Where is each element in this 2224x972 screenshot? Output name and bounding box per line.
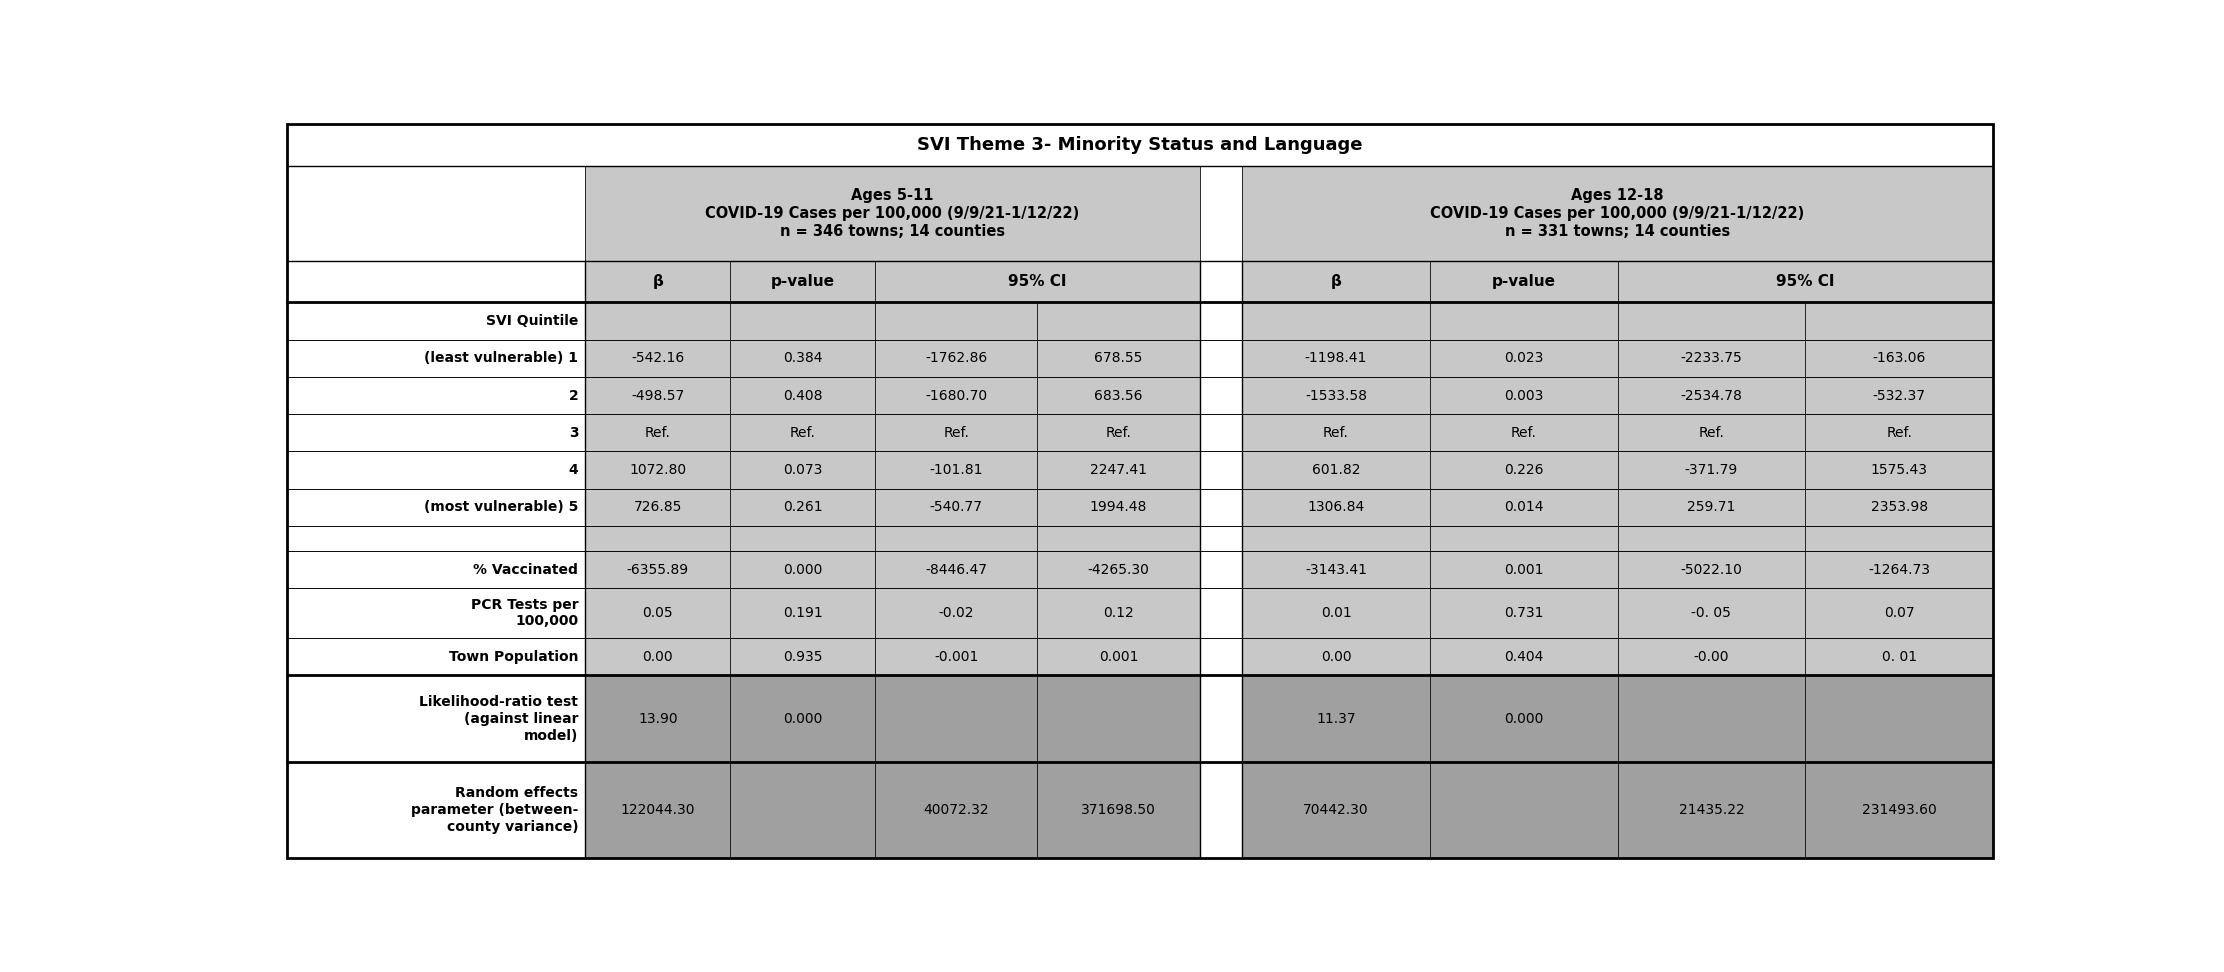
Text: -4265.30: -4265.30 <box>1088 563 1150 576</box>
Bar <box>1243 489 1430 526</box>
Text: Ref.: Ref. <box>1323 426 1350 440</box>
Bar <box>1806 302 1993 339</box>
Bar <box>1806 762 1993 857</box>
Bar <box>1036 676 1199 762</box>
Text: 95% CI: 95% CI <box>1007 274 1068 289</box>
Bar <box>287 165 585 260</box>
Bar <box>1617 302 1806 339</box>
Text: -3143.41: -3143.41 <box>1305 563 1368 576</box>
Bar <box>1617 377 1806 414</box>
Bar <box>1430 377 1617 414</box>
Text: -0.02: -0.02 <box>939 607 974 620</box>
Text: -1680.70: -1680.70 <box>925 389 987 402</box>
Text: (least vulnerable) 1: (least vulnerable) 1 <box>425 351 578 365</box>
Bar <box>876 638 1036 676</box>
Text: β: β <box>1330 274 1341 289</box>
Bar <box>1243 588 1430 638</box>
Text: -2233.75: -2233.75 <box>1681 351 1741 365</box>
Bar <box>1806 451 1993 489</box>
Text: 0.00: 0.00 <box>1321 649 1352 664</box>
Text: SVI Quintile: SVI Quintile <box>487 314 578 328</box>
Bar <box>1806 588 1993 638</box>
Bar <box>1430 451 1617 489</box>
Text: Ref.: Ref. <box>943 426 970 440</box>
Bar <box>1617 588 1806 638</box>
Text: 0.014: 0.014 <box>1503 501 1543 514</box>
Bar <box>585 526 729 551</box>
Bar <box>585 260 729 302</box>
Bar <box>585 551 729 588</box>
Text: 726.85: 726.85 <box>634 501 683 514</box>
Bar <box>1036 551 1199 588</box>
Text: -6355.89: -6355.89 <box>627 563 689 576</box>
Text: Ref.: Ref. <box>1699 426 1724 440</box>
Bar <box>1806 676 1993 762</box>
Bar <box>1199 638 1243 676</box>
Text: 0.000: 0.000 <box>1503 712 1543 726</box>
Bar <box>287 451 585 489</box>
Bar <box>1430 526 1617 551</box>
Bar <box>1199 676 1243 762</box>
Text: 0.07: 0.07 <box>1884 607 1915 620</box>
Bar <box>1243 526 1430 551</box>
Text: 0.000: 0.000 <box>783 563 823 576</box>
Text: -1762.86: -1762.86 <box>925 351 987 365</box>
Bar <box>1430 762 1617 857</box>
Bar <box>1036 339 1199 377</box>
Bar <box>585 762 729 857</box>
Bar <box>1617 414 1806 451</box>
Text: 0.003: 0.003 <box>1503 389 1543 402</box>
Text: % Vaccinated: % Vaccinated <box>474 563 578 576</box>
Bar <box>1617 489 1806 526</box>
Text: -498.57: -498.57 <box>632 389 685 402</box>
Bar <box>1806 377 1993 414</box>
Text: Random effects
parameter (between-
county variance): Random effects parameter (between- count… <box>411 786 578 834</box>
Bar <box>1430 302 1617 339</box>
Bar <box>1430 638 1617 676</box>
Bar <box>1036 489 1199 526</box>
Text: 0. 01: 0. 01 <box>1882 649 1917 664</box>
Text: Likelihood-ratio test
(against linear
model): Likelihood-ratio test (against linear mo… <box>420 695 578 743</box>
Bar <box>585 451 729 489</box>
Bar <box>1806 638 1993 676</box>
Bar <box>1036 451 1199 489</box>
Text: 0.731: 0.731 <box>1503 607 1543 620</box>
Bar <box>287 377 585 414</box>
Bar <box>876 551 1036 588</box>
Text: -0.001: -0.001 <box>934 649 979 664</box>
Bar <box>1806 551 1993 588</box>
Text: Ref.: Ref. <box>1510 426 1537 440</box>
Bar <box>287 339 585 377</box>
Bar <box>729 414 876 451</box>
Text: -0.00: -0.00 <box>1695 649 1730 664</box>
Text: 0.191: 0.191 <box>783 607 823 620</box>
Bar <box>287 676 585 762</box>
Bar <box>287 526 585 551</box>
Bar <box>1806 526 1993 551</box>
Text: -0. 05: -0. 05 <box>1692 607 1730 620</box>
Bar <box>1243 339 1430 377</box>
Text: 678.55: 678.55 <box>1094 351 1143 365</box>
Bar <box>1430 260 1617 302</box>
Text: (most vulnerable) 5: (most vulnerable) 5 <box>425 501 578 514</box>
Text: 0.404: 0.404 <box>1503 649 1543 664</box>
Bar <box>876 260 1199 302</box>
Bar <box>1199 377 1243 414</box>
Bar <box>585 489 729 526</box>
Bar <box>287 762 585 857</box>
Bar <box>1243 302 1430 339</box>
Bar <box>1617 638 1806 676</box>
Text: 231493.60: 231493.60 <box>1861 803 1937 816</box>
Bar <box>1199 165 1243 260</box>
Text: 0.000: 0.000 <box>783 712 823 726</box>
Text: Ref.: Ref. <box>1105 426 1132 440</box>
Bar <box>1430 339 1617 377</box>
Bar <box>287 489 585 526</box>
Text: Ages 12-18
COVID-19 Cases per 100,000 (9/9/21-1/12/22)
n = 331 towns; 14 countie: Ages 12-18 COVID-19 Cases per 100,000 (9… <box>1430 188 1804 239</box>
Bar <box>1243 414 1430 451</box>
Text: -1198.41: -1198.41 <box>1305 351 1368 365</box>
Bar <box>585 414 729 451</box>
Text: 0.384: 0.384 <box>783 351 823 365</box>
Text: 0.023: 0.023 <box>1503 351 1543 365</box>
Bar <box>876 377 1036 414</box>
